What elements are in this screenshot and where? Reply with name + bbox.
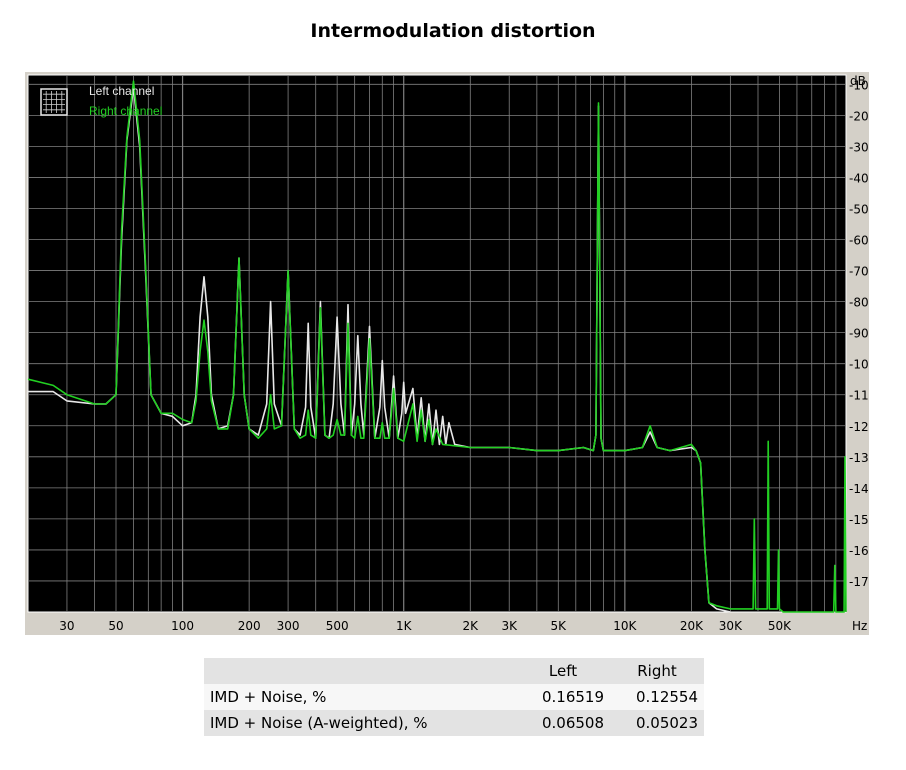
y-tick-label: -40 [849,171,869,185]
grid-lines [28,75,846,612]
legend-left-channel: Left channel [89,84,154,98]
y-tick-label: -30 [849,140,869,154]
results-left-value: 0.16519 [541,688,604,706]
y-tick-label: -150 [849,513,869,527]
y-tick-label: -80 [849,296,869,310]
x-tick-label: 200 [238,619,261,633]
results-header-right: Right [637,662,677,680]
x-tick-label: 5K [551,619,568,633]
legend: Left channel Right channel [40,84,162,118]
series-right-channel [27,80,847,613]
x-tick-label: 10K [613,619,637,633]
y-tick-label: -90 [849,327,869,341]
x-tick-label: 300 [277,619,300,633]
results-header-blank [204,658,516,684]
x-tick-label: 30K [719,619,743,633]
results-header-left: Left [548,662,578,680]
x-tick-label: 2K [463,619,480,633]
results-right-value: 0.05023 [635,714,698,732]
x-tick-label: 3K [501,619,518,633]
page-title: Intermodulation distortion [310,20,596,42]
y-tick-label: -100 [849,358,869,372]
results-left-value: 0.06508 [541,714,604,732]
x-tick-label: 500 [326,619,349,633]
y-tick-label: -70 [849,265,869,279]
chart-svg: 30 50 100 200 300 500 1K 2K 3K 5K 10K 20K 30K 50K -10… [27,74,869,633]
y-tick-label: -110 [849,389,869,403]
y-tick-label: -20 [849,109,869,123]
legend-right-channel: Right channel [89,104,162,118]
legend-grid-icon [40,88,68,116]
results-table: Left Right IMD + Noise, % 0.16519 0.1255… [204,658,704,736]
y-tick-label: -130 [849,451,869,465]
plot-area [27,74,847,613]
results-header-row: Left Right [204,658,704,684]
x-axis-unit: Hz [852,619,867,633]
legend-icon-frame [40,88,68,116]
y-tick-label: -50 [849,202,869,216]
spectrum-chart: 30 50 100 200 300 500 1K 2K 3K 5K 10K 20K 30K 50K -10… [25,72,869,635]
results-row: IMD + Noise, % 0.16519 0.12554 [204,684,704,710]
x-tick-label: 1K [396,619,413,633]
y-tick-label: -60 [849,234,869,248]
y-tick-label: -160 [849,544,869,558]
y-tick-label: -170 [849,575,869,589]
series-group [27,80,847,613]
x-tick-label: 20K [680,619,704,633]
x-tick-label: 50 [108,619,123,633]
x-tick-labels: 30 50 100 200 300 500 1K 2K 3K 5K 10K 20K 30K 50K [59,619,792,633]
results-row-label: IMD + Noise (A-weighted), % [210,714,428,732]
x-tick-label: 30 [59,619,74,633]
y-tick-labels: -10 -20 -30 -40 -50 -60 -70 -80 -90 -100 -110 -120 -… [849,78,869,589]
y-tick-label: -140 [849,482,869,496]
x-tick-label: 100 [171,619,194,633]
results-right-value: 0.12554 [635,688,698,706]
x-tick-label: 50K [768,619,792,633]
y-tick-label: -120 [849,420,869,434]
results-row: IMD + Noise (A-weighted), % 0.06508 0.05… [204,710,704,736]
y-axis-unit: dB [850,74,866,88]
y-tick-label: -10 [849,78,869,92]
results-row-label: IMD + Noise, % [210,688,327,706]
